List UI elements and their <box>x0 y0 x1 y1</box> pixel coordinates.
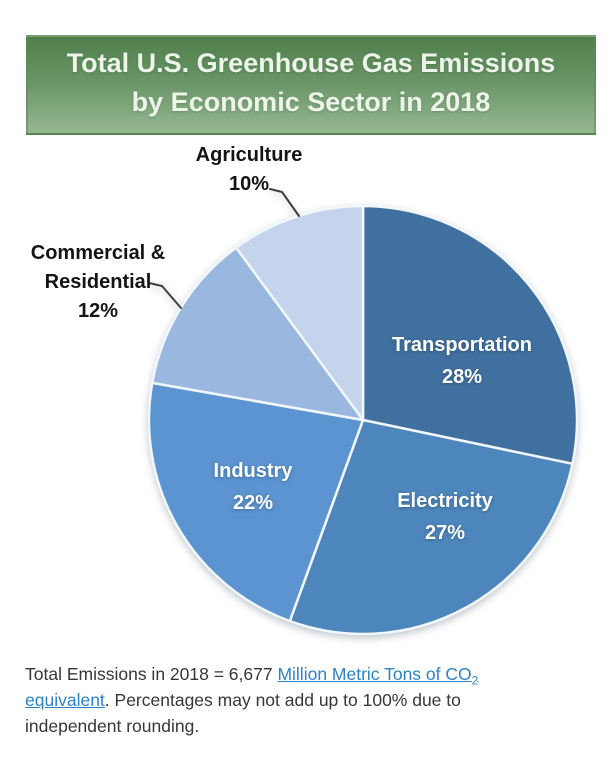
industry-label: Industry <box>213 460 293 482</box>
pie-slice-industry <box>147 381 365 623</box>
agriculture-label: Agriculture <box>195 144 303 166</box>
link-co2-subscript[interactable]: 2 <box>471 673 479 688</box>
commercial-label-line2: Residential <box>44 271 152 293</box>
link-text-line2[interactable]: equivalent <box>25 690 105 710</box>
title-line1: Total U.S. Greenhouse Gas Emissions <box>66 48 556 78</box>
leader-line-commercial <box>148 282 182 309</box>
footer-text-after-2: independent rounding. <box>25 716 200 736</box>
footer-text-after-1: . Percentages may not add up to 100% due… <box>104 690 461 710</box>
pie-slice-electricity <box>288 418 574 636</box>
emissions-equivalent-link[interactable]: Million Metric Tons of CO2 equivalent <box>25 664 478 710</box>
pie-slice-agriculture <box>234 204 365 422</box>
industry-percent: 22% <box>232 492 274 514</box>
link-text-line1[interactable]: Million Metric Tons of CO <box>277 664 472 684</box>
agriculture-percent: 10% <box>228 173 270 195</box>
electricity-percent: 27% <box>424 522 466 544</box>
callout-agriculture: Agriculture 10% <box>149 141 349 199</box>
title-banner: Total U.S. Greenhouse Gas Emissions by E… <box>26 35 596 135</box>
label-industry: Industry 22% <box>153 455 353 519</box>
callout-commercial-residential: Commercial & Residential 12% <box>8 239 188 326</box>
transportation-percent: 28% <box>441 366 483 388</box>
commercial-percent: 12% <box>77 300 119 322</box>
pie-slices <box>147 204 579 636</box>
title-line2: by Economic Sector in 2018 <box>131 87 491 117</box>
footer-text-before: Total Emissions in 2018 = 6,677 <box>25 664 278 684</box>
transportation-label: Transportation <box>391 334 532 356</box>
label-electricity: Electricity 27% <box>345 485 545 549</box>
footer-note: Total Emissions in 2018 = 6,677 Million … <box>25 661 545 739</box>
commercial-label-line1: Commercial & <box>30 242 166 264</box>
electricity-label: Electricity <box>397 490 493 512</box>
pie-slice-transportation <box>361 204 579 466</box>
leader-line-agriculture <box>269 188 300 217</box>
label-transportation: Transportation 28% <box>362 329 562 393</box>
